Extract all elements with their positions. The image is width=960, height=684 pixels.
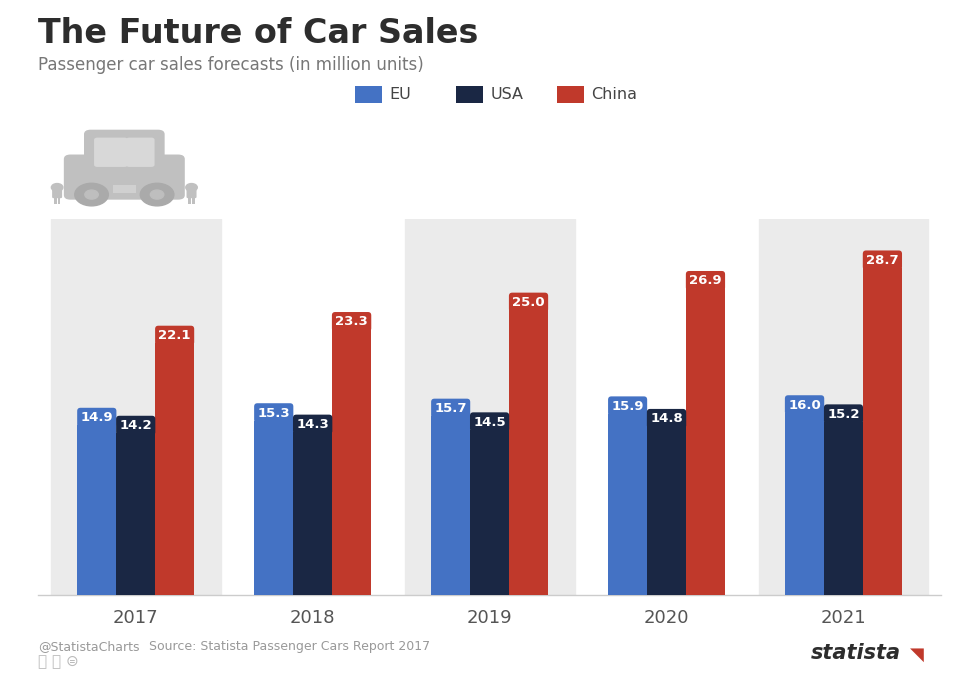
Text: 15.9: 15.9 — [612, 399, 644, 412]
Text: Ⓒ ⓘ ⊜: Ⓒ ⓘ ⊜ — [38, 654, 79, 669]
Bar — [58, 197, 60, 204]
Bar — [293, 432, 332, 595]
FancyBboxPatch shape — [126, 137, 155, 167]
Bar — [54, 197, 57, 204]
FancyBboxPatch shape — [84, 130, 165, 172]
Bar — [332, 330, 372, 595]
Text: 15.3: 15.3 — [257, 406, 290, 419]
Bar — [470, 430, 509, 595]
Circle shape — [140, 183, 174, 206]
Circle shape — [84, 190, 98, 199]
Text: 14.3: 14.3 — [297, 418, 329, 431]
Bar — [647, 426, 686, 595]
Circle shape — [151, 190, 164, 199]
Bar — [51, 219, 221, 595]
Text: 14.8: 14.8 — [650, 412, 683, 425]
Text: 16.0: 16.0 — [788, 399, 821, 412]
Text: 28.7: 28.7 — [866, 254, 899, 267]
Text: 14.9: 14.9 — [81, 411, 113, 424]
Bar — [431, 416, 470, 595]
Text: ◥: ◥ — [910, 646, 924, 663]
Text: 14.5: 14.5 — [473, 416, 506, 429]
Circle shape — [75, 183, 108, 206]
Bar — [112, 185, 136, 193]
Text: Passenger car sales forecasts (in million units): Passenger car sales forecasts (in millio… — [38, 56, 424, 74]
Bar — [863, 268, 901, 595]
Circle shape — [52, 183, 62, 192]
Text: The Future of Car Sales: The Future of Car Sales — [38, 17, 479, 50]
Bar — [686, 289, 725, 595]
Bar — [608, 414, 647, 595]
Bar — [156, 343, 194, 595]
Bar — [188, 197, 191, 204]
Bar — [785, 412, 824, 595]
Text: 22.1: 22.1 — [158, 329, 191, 342]
Text: Source: Statista Passenger Cars Report 2017: Source: Statista Passenger Cars Report 2… — [149, 640, 430, 653]
Text: statista: statista — [811, 644, 901, 663]
FancyBboxPatch shape — [52, 188, 62, 198]
Text: EU: EU — [390, 87, 412, 102]
Text: 15.7: 15.7 — [435, 402, 467, 415]
Bar — [254, 421, 293, 595]
Bar — [758, 219, 928, 595]
Text: China: China — [591, 87, 637, 102]
Bar — [116, 433, 156, 595]
Text: @StatistaCharts: @StatistaCharts — [38, 640, 140, 653]
Text: 23.3: 23.3 — [335, 315, 368, 328]
Text: 25.0: 25.0 — [513, 296, 545, 309]
Text: USA: USA — [491, 87, 523, 102]
FancyBboxPatch shape — [94, 137, 128, 167]
Bar — [824, 422, 863, 595]
Circle shape — [186, 183, 197, 192]
Bar — [405, 219, 574, 595]
Text: 14.2: 14.2 — [119, 419, 152, 432]
Bar — [192, 197, 195, 204]
FancyBboxPatch shape — [63, 155, 184, 200]
Bar — [509, 310, 548, 595]
FancyBboxPatch shape — [186, 188, 197, 198]
Text: 26.9: 26.9 — [689, 274, 722, 287]
Bar — [78, 425, 116, 595]
Text: 15.2: 15.2 — [828, 408, 860, 421]
